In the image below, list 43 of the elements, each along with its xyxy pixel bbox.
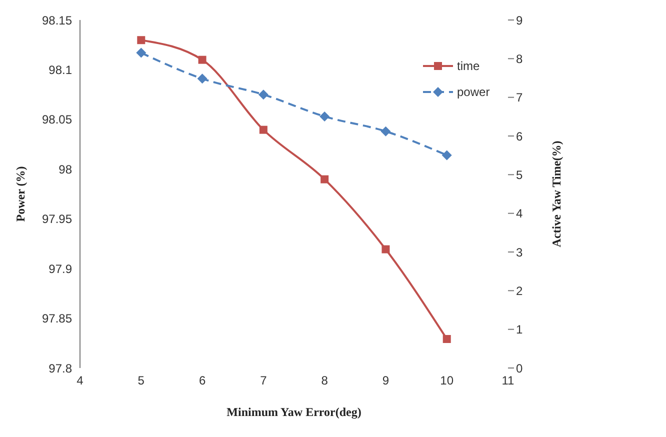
point [442, 335, 451, 343]
legend-label: power [457, 85, 490, 99]
point [259, 126, 268, 134]
point [320, 111, 330, 122]
x-tick-label: 9 [382, 374, 390, 388]
point [198, 56, 206, 64]
y2-tick-label: 5 [516, 168, 523, 182]
y-tick-label: 97.8 [48, 361, 72, 376]
y2-tick-label: 6 [516, 129, 523, 144]
point [136, 48, 146, 58]
y-tick-label: 97.9 [48, 262, 72, 276]
y2-tick-label: 0 [516, 361, 523, 376]
y-tick-label: 98.05 [42, 112, 72, 127]
y2-tick-label: 2 [516, 284, 523, 298]
point [258, 90, 268, 100]
y2-tick-label: 3 [516, 245, 523, 260]
y-tick-label: 98 [58, 162, 72, 176]
point [382, 245, 390, 254]
point [320, 175, 329, 184]
y2-tick-label: 8 [516, 52, 523, 66]
y-tick-label: 98.15 [42, 13, 72, 28]
x-tick-label: 8 [321, 374, 328, 388]
point [137, 36, 146, 44]
y-axis-title: Power (%) [13, 166, 28, 222]
x-tick-label: 4 [76, 374, 84, 388]
x-tick-label: 7 [260, 374, 268, 388]
x-axis-title: Minimum Yaw Error(deg) [226, 405, 362, 419]
x-tick-label: 6 [198, 374, 206, 388]
x-tick-label: 10 [440, 374, 454, 388]
y2-tick-label: 9 [516, 13, 523, 28]
x-tick-label: 11 [502, 374, 515, 388]
y-tick-label: 97.85 [42, 312, 72, 326]
y2-axis-title: Active Yaw Time(%) [549, 140, 564, 248]
y2-tick-label: 7 [516, 90, 523, 105]
y-tick-label: 97.95 [42, 212, 72, 226]
y2-tick-label: 4 [516, 206, 523, 221]
point [442, 150, 452, 160]
point [197, 74, 208, 84]
point [380, 126, 391, 136]
y-tick-label: 98.1 [48, 62, 72, 77]
x-tick-label: 5 [138, 374, 145, 388]
legend-label: time [457, 59, 480, 73]
y2-tick-label: 1 [516, 322, 523, 337]
